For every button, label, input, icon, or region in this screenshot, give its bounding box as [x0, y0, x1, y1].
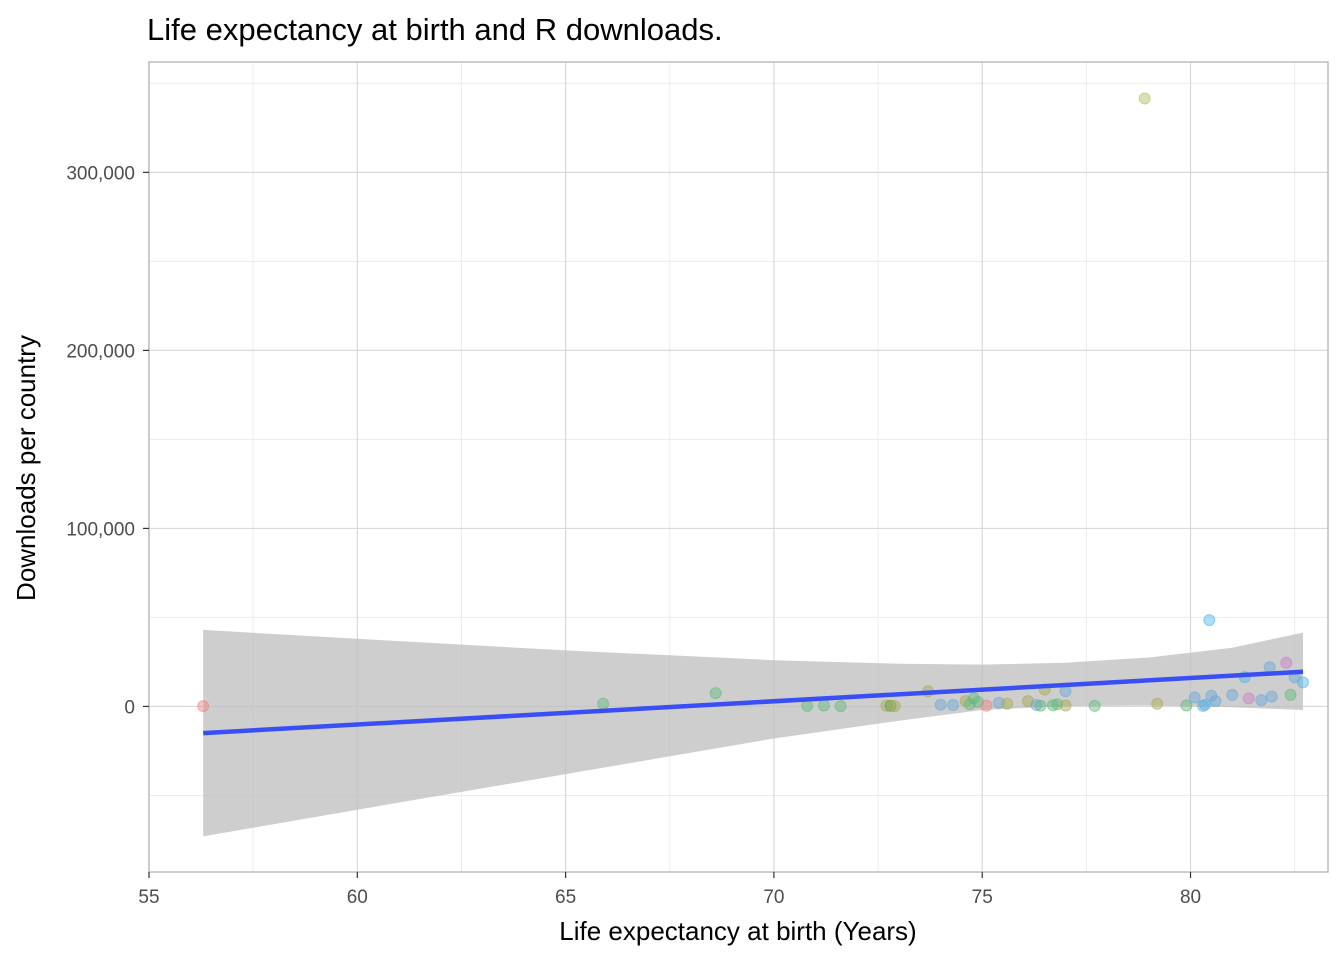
data-point	[597, 697, 610, 710]
data-point	[1203, 614, 1216, 627]
data-point	[1209, 695, 1222, 708]
data-point	[947, 699, 960, 711]
data-point	[1047, 699, 1059, 712]
data-point	[834, 700, 847, 713]
data-point	[1180, 699, 1193, 712]
data-point	[880, 699, 893, 712]
x-axis-ticks: 55 60 65 70 75 80	[138, 872, 1201, 908]
data-point	[1226, 688, 1239, 701]
data-point	[1280, 656, 1293, 669]
data-point	[801, 699, 814, 712]
data-point	[1151, 697, 1164, 710]
x-tick-label: 60	[347, 887, 368, 908]
data-point	[709, 687, 722, 700]
data-point	[1265, 690, 1278, 703]
data-point	[817, 699, 830, 712]
chart-title: Life expectancy at birth and R downloads…	[147, 12, 723, 47]
data-point	[934, 698, 947, 711]
x-axis-title: Life expectancy at birth (Years)	[559, 916, 916, 946]
data-point	[888, 700, 901, 713]
data-point	[1188, 691, 1201, 704]
data-point	[1284, 688, 1297, 701]
y-tick-label: 100,000	[66, 519, 135, 540]
x-tick-label: 55	[138, 887, 159, 908]
y-tick-label: 0	[124, 697, 135, 718]
x-tick-label: 65	[555, 887, 576, 908]
regression-line	[203, 669, 1304, 736]
y-tick-label: 200,000	[66, 341, 135, 362]
x-tick-label: 80	[1180, 887, 1201, 908]
data-point	[1242, 692, 1255, 705]
data-point	[1001, 697, 1014, 710]
y-axis-ticks: 0 100,000 200,000 300,000	[66, 163, 149, 718]
confidence-band	[203, 629, 1304, 837]
data-point	[884, 699, 897, 712]
data-point	[1255, 694, 1268, 707]
y-tick-label: 300,000	[66, 163, 135, 184]
data-point	[1199, 698, 1212, 711]
data-point	[980, 699, 993, 712]
data-point	[1297, 676, 1309, 689]
x-tick-label: 70	[763, 887, 784, 908]
smooth-line	[203, 669, 1304, 736]
data-point	[1138, 92, 1151, 105]
data-point	[1034, 699, 1047, 712]
x-tick-label: 75	[972, 887, 993, 908]
y-axis-title: Downloads per country	[11, 335, 41, 601]
plot-panel-border	[148, 61, 1329, 873]
data-point	[1059, 699, 1072, 712]
data-point	[1088, 699, 1101, 712]
data-points	[197, 92, 1309, 713]
data-point	[197, 700, 210, 713]
confidence-ribbon	[203, 629, 1304, 837]
data-point	[1030, 699, 1043, 711]
